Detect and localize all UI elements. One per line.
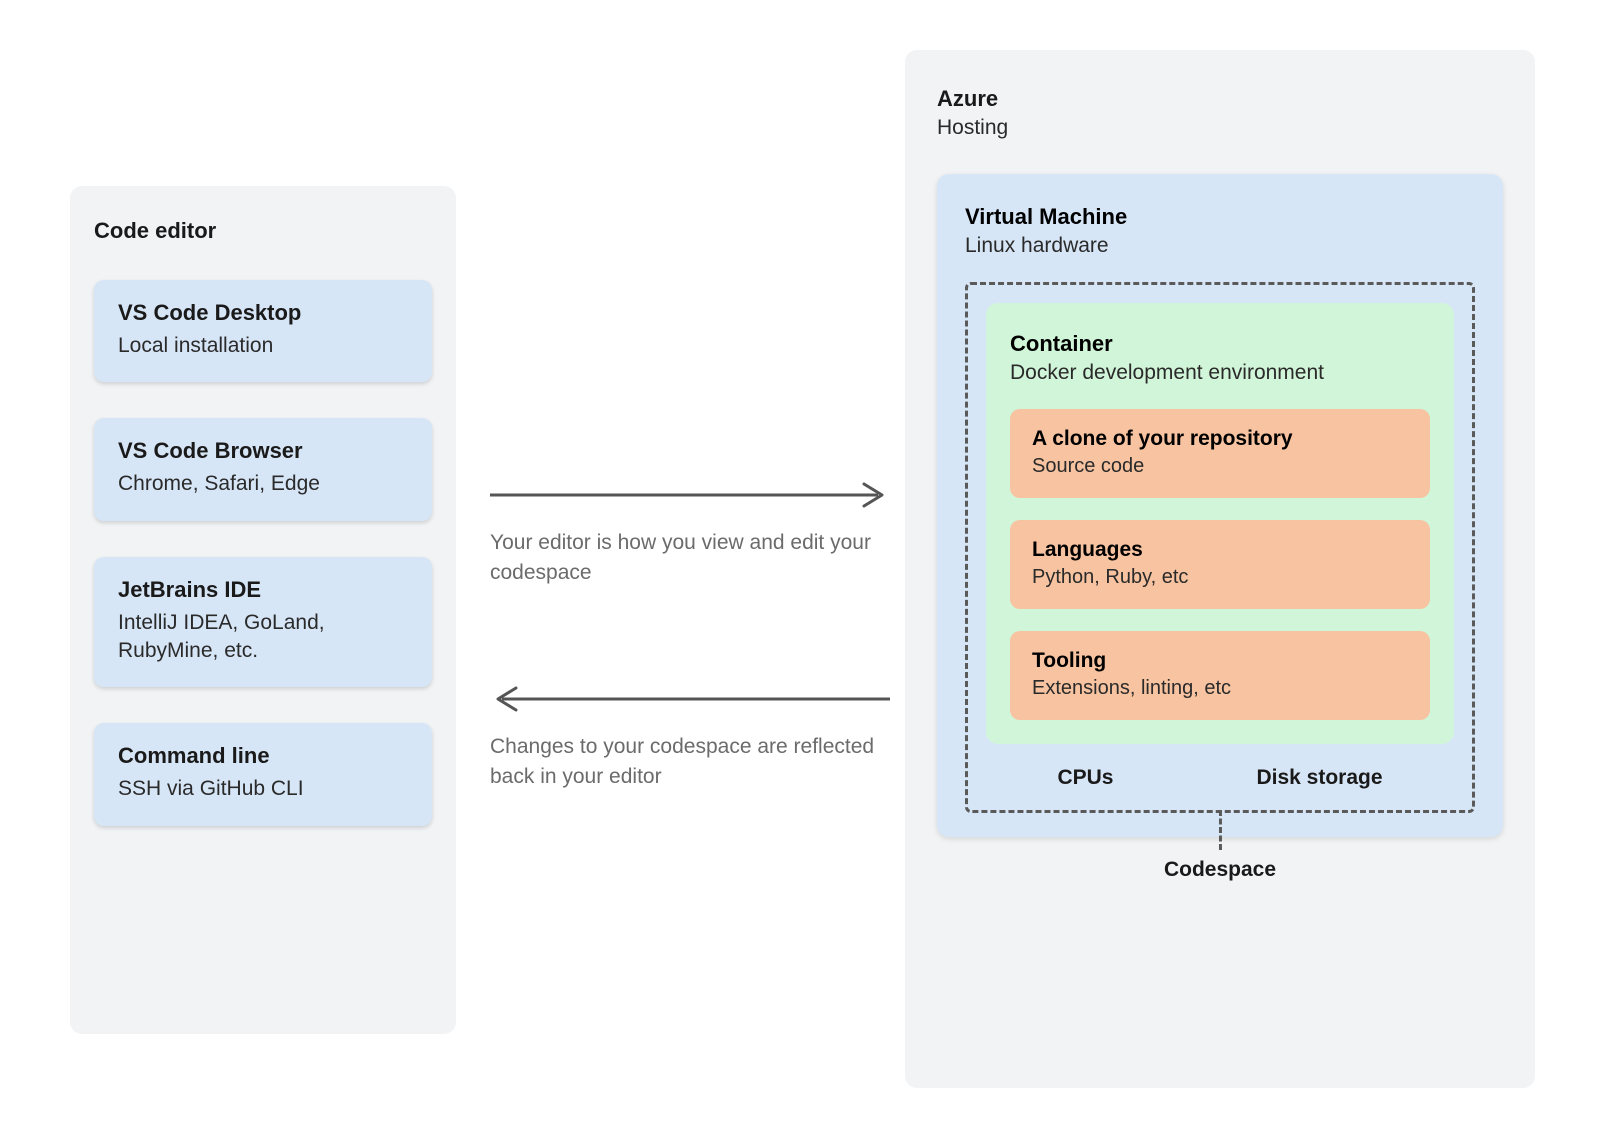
container-box: Container Docker development environment…	[986, 303, 1454, 744]
card-subtitle: Chrome, Safari, Edge	[118, 470, 408, 498]
azure-panel: Azure Hosting Virtual Machine Linux hard…	[905, 50, 1535, 1088]
card-title: Tooling	[1032, 649, 1408, 673]
editor-card-vscode-browser: VS Code Browser Chrome, Safari, Edge	[94, 418, 432, 520]
card-title: VS Code Desktop	[118, 300, 408, 326]
container-title: Container	[1010, 331, 1430, 357]
code-editor-panel: Code editor VS Code Desktop Local instal…	[70, 186, 456, 1034]
card-title: JetBrains IDE	[118, 577, 408, 603]
hardware-row: CPUs Disk storage	[986, 766, 1454, 790]
arrow-back-block: Changes to your codespace are reflected …	[490, 684, 890, 793]
codespaces-architecture-diagram: Code editor VS Code Desktop Local instal…	[0, 0, 1600, 1144]
arrow-back-caption: Changes to your codespace are reflected …	[490, 732, 890, 793]
container-item-tooling: Tooling Extensions, linting, etc	[1010, 631, 1430, 720]
card-subtitle: IntelliJ IDEA, GoLand, RubyMine, etc.	[118, 609, 408, 666]
hw-disk-label: Disk storage	[1256, 766, 1382, 790]
card-title: A clone of your repository	[1032, 427, 1408, 451]
codespace-tail: Codespace	[1164, 810, 1276, 882]
container-item-languages: Languages Python, Ruby, etc	[1010, 520, 1430, 609]
vm-subtitle: Linux hardware	[965, 234, 1475, 258]
arrow-right-icon	[490, 480, 890, 510]
card-subtitle: SSH via GitHub CLI	[118, 775, 408, 803]
arrow-forward-block: Your editor is how you view and edit you…	[490, 480, 890, 589]
card-subtitle: Local installation	[118, 332, 408, 360]
card-title: VS Code Browser	[118, 438, 408, 464]
vm-title: Virtual Machine	[965, 204, 1475, 230]
virtual-machine-box: Virtual Machine Linux hardware Container…	[937, 174, 1503, 837]
azure-subtitle: Hosting	[937, 116, 1503, 140]
card-subtitle: Source code	[1032, 455, 1408, 478]
container-subtitle: Docker development environment	[1010, 361, 1430, 385]
arrows-section: Your editor is how you view and edit you…	[490, 480, 890, 888]
code-editor-title: Code editor	[94, 218, 432, 244]
card-title: Languages	[1032, 538, 1408, 562]
azure-title: Azure	[937, 86, 1503, 112]
arrow-left-icon	[490, 684, 890, 714]
hw-cpus-label: CPUs	[1057, 766, 1113, 790]
editor-card-jetbrains: JetBrains IDE IntelliJ IDEA, GoLand, Rub…	[94, 557, 432, 688]
card-title: Command line	[118, 743, 408, 769]
arrow-forward-caption: Your editor is how you view and edit you…	[490, 528, 890, 589]
container-item-repo: A clone of your repository Source code	[1010, 409, 1430, 498]
codespace-dashed-connector	[1218, 810, 1221, 850]
card-subtitle: Python, Ruby, etc	[1032, 566, 1408, 589]
editor-card-cli: Command line SSH via GitHub CLI	[94, 723, 432, 825]
codespace-dashed-box: Container Docker development environment…	[965, 282, 1475, 813]
codespace-label: Codespace	[1164, 858, 1276, 882]
editor-card-vscode-desktop: VS Code Desktop Local installation	[94, 280, 432, 382]
card-subtitle: Extensions, linting, etc	[1032, 677, 1408, 700]
